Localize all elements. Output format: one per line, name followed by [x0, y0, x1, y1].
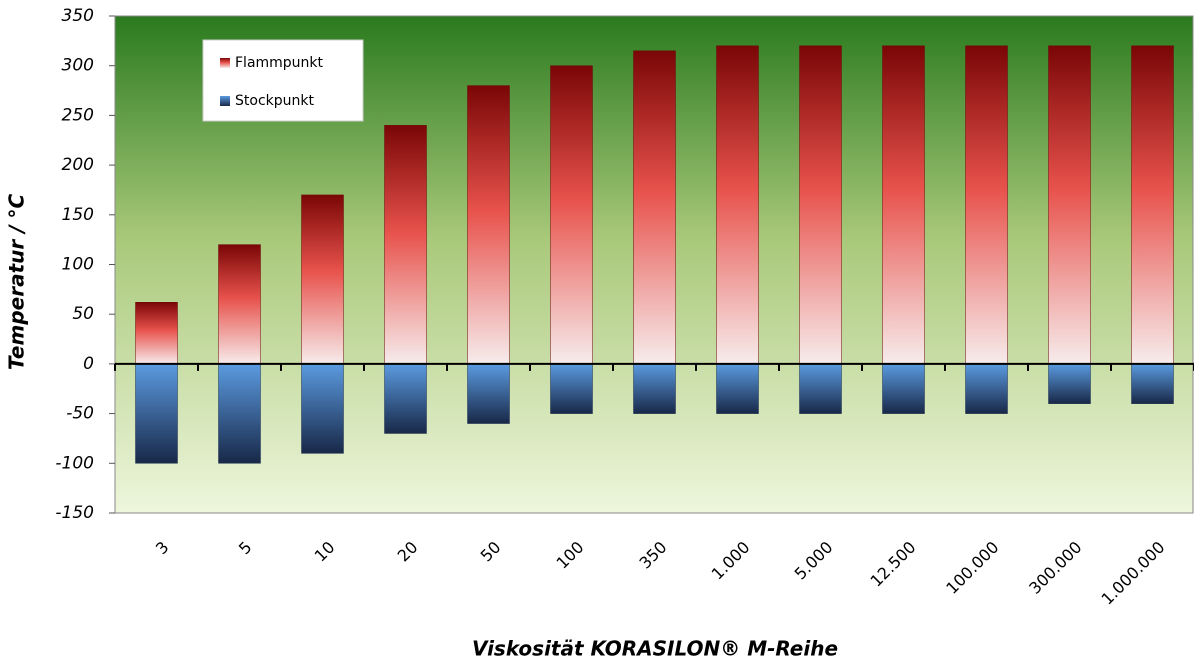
legend-marker	[220, 96, 230, 106]
x-tick-label: 50	[477, 538, 505, 566]
x-tick-label: 1.000.000	[1097, 538, 1168, 609]
y-tick-label: 100	[62, 255, 94, 275]
x-tick-label: 5	[235, 538, 256, 559]
bar	[467, 85, 510, 365]
y-tick-label: -150	[55, 503, 94, 523]
bar	[965, 363, 1008, 414]
x-tick-label: 350	[635, 538, 670, 573]
bar	[135, 302, 178, 365]
bar	[799, 363, 842, 414]
bar	[550, 65, 593, 365]
y-tick-label: 250	[62, 105, 94, 125]
legend-marker	[220, 58, 230, 68]
bar	[633, 363, 676, 414]
bar	[550, 363, 593, 414]
y-tick-label: 300	[62, 56, 94, 76]
y-tick-label: -50	[66, 404, 94, 424]
x-tick-label: 20	[394, 538, 422, 566]
x-tick-label: 5.000	[791, 538, 837, 584]
bar	[882, 363, 925, 414]
bar	[135, 363, 178, 464]
bar	[965, 45, 1008, 365]
y-tick-label: 200	[62, 155, 94, 175]
bar	[799, 45, 842, 365]
x-tick-label: 10	[311, 538, 339, 566]
y-tick-label: 150	[62, 205, 94, 225]
bar	[882, 45, 925, 365]
legend-label: Stockpunkt	[235, 93, 314, 109]
bar	[384, 363, 427, 434]
y-axis-title: Temperatur / °C	[5, 194, 29, 371]
bar	[218, 244, 261, 365]
bar	[467, 363, 510, 424]
bar	[1048, 363, 1091, 404]
x-tick-label: 300.000	[1025, 538, 1085, 598]
bar	[716, 363, 759, 414]
x-tick-label: 100	[552, 538, 587, 573]
bar	[1048, 45, 1091, 365]
legend-label: Flammpunkt	[235, 55, 324, 71]
bar	[384, 125, 427, 365]
bar	[301, 363, 344, 454]
y-tick-label: -100	[55, 453, 94, 473]
y-tick-label: 50	[72, 304, 94, 324]
bar	[1131, 45, 1174, 365]
bar	[218, 363, 261, 464]
x-axis-title: Viskosität KORASILON® M-Reihe	[472, 637, 838, 661]
y-tick-label: 350	[62, 6, 94, 26]
y-tick-label: 0	[83, 354, 94, 374]
legend-box	[202, 39, 364, 122]
x-tick-label: 100.000	[942, 538, 1002, 598]
bar	[633, 50, 676, 365]
x-tick-label: 3	[152, 538, 173, 559]
bar	[716, 45, 759, 365]
x-tick-label: 1.000	[708, 538, 754, 584]
bar	[1131, 363, 1174, 404]
bar	[301, 194, 344, 365]
x-tick-label: 12.500	[866, 538, 919, 591]
